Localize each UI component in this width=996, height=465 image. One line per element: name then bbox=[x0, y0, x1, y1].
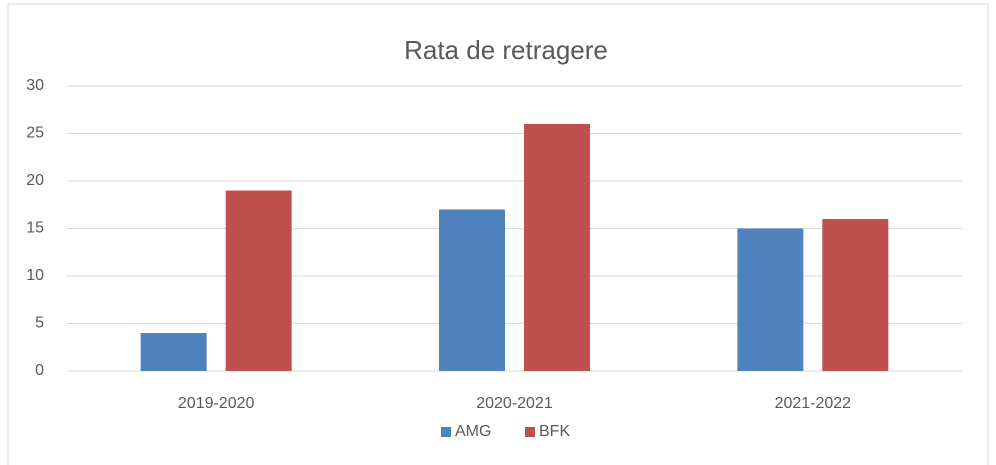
legend-label: BFK bbox=[539, 423, 570, 440]
y-tick-label: 15 bbox=[26, 220, 44, 237]
y-tick-label: 10 bbox=[26, 267, 44, 284]
x-tick-label: 2020-2021 bbox=[476, 395, 553, 412]
y-tick-label: 20 bbox=[26, 172, 44, 189]
legend-swatch bbox=[441, 427, 451, 437]
y-tick-label: 25 bbox=[26, 125, 44, 142]
bar bbox=[822, 219, 889, 371]
y-tick-label: 30 bbox=[26, 77, 44, 94]
legend-swatch bbox=[525, 427, 535, 437]
bar bbox=[140, 333, 207, 371]
bar bbox=[737, 228, 804, 371]
legend-label: AMG bbox=[455, 423, 491, 440]
x-tick-label: 2019-2020 bbox=[178, 395, 255, 412]
x-tick-label: 2021-2022 bbox=[775, 395, 852, 412]
bar bbox=[225, 190, 292, 371]
y-tick-label: 5 bbox=[35, 315, 44, 332]
chart-title: Rata de retragere bbox=[404, 35, 608, 65]
bar bbox=[439, 209, 505, 371]
bar bbox=[524, 124, 590, 371]
y-tick-label: 0 bbox=[35, 362, 44, 379]
